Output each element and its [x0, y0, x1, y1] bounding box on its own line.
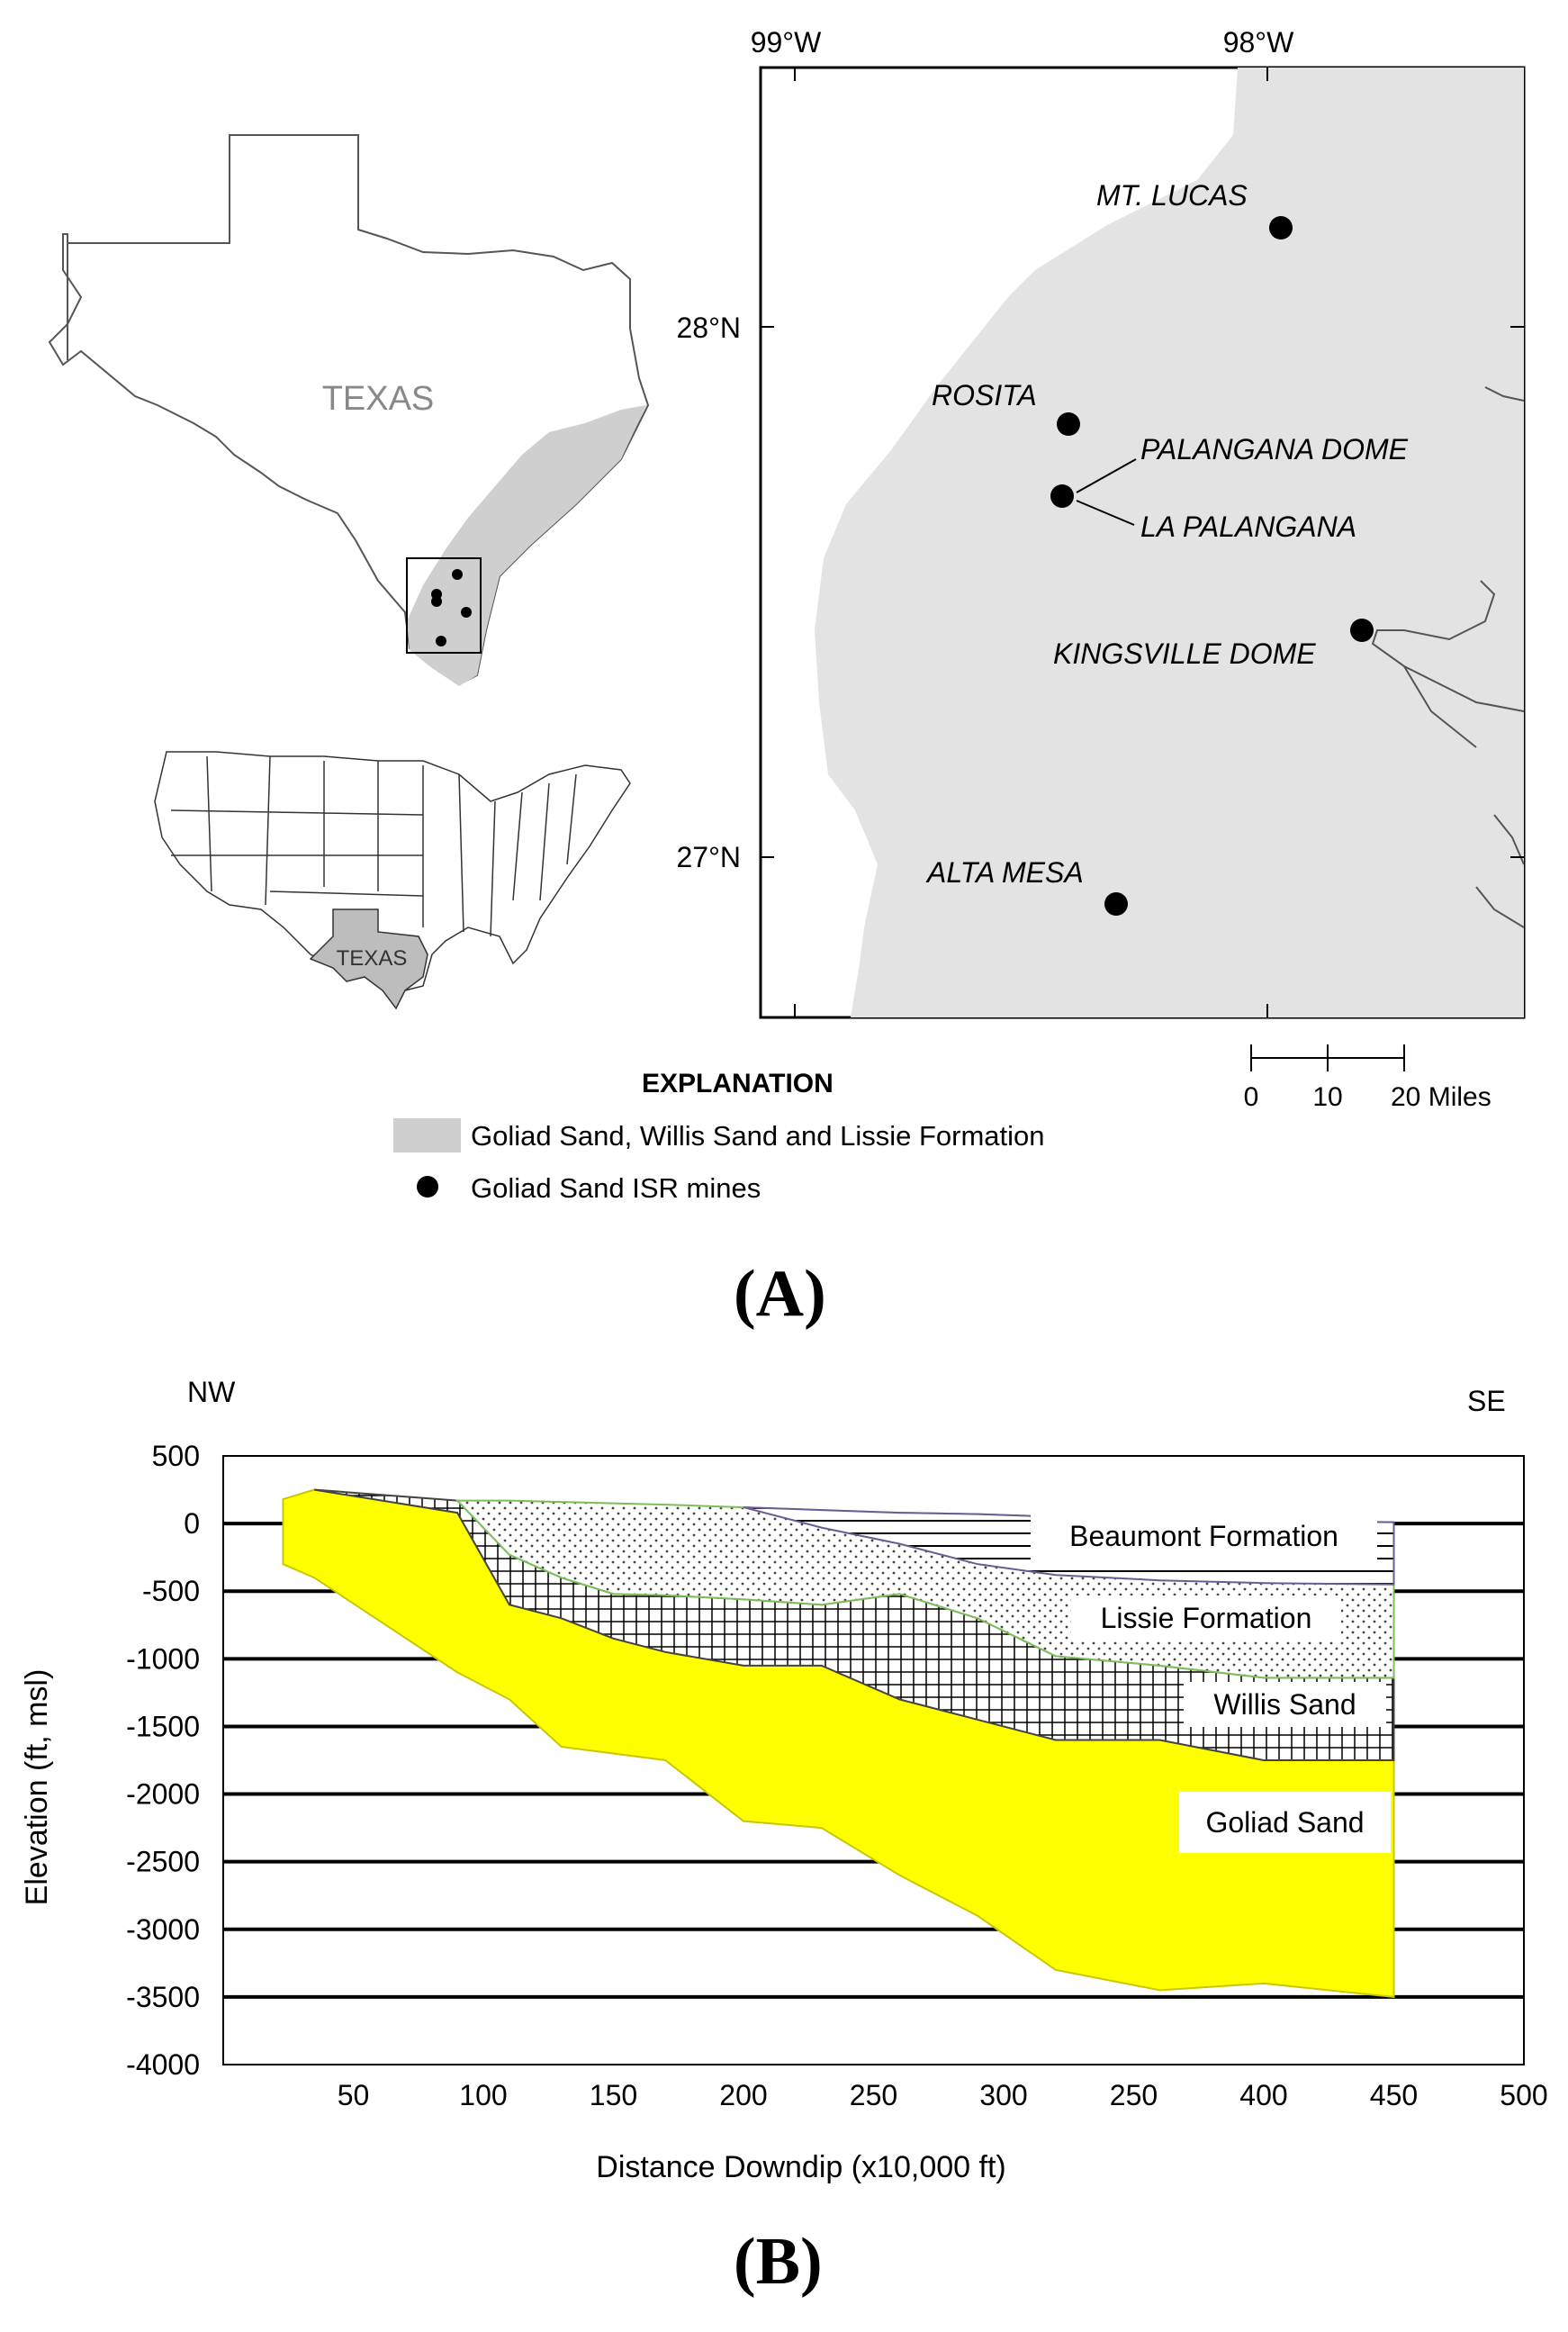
x-tick-label: 500: [1500, 2079, 1547, 2111]
study-area-box: [406, 557, 482, 654]
mine-marker: [1050, 484, 1074, 508]
x-tick-label: 300: [979, 2079, 1027, 2111]
y-tick-label: 500: [152, 1440, 200, 1472]
texas-label: TEXAS: [322, 380, 435, 418]
leader-line: [1076, 500, 1135, 526]
leader-line: [1076, 458, 1137, 493]
latitude-label: 28°N: [677, 312, 742, 344]
y-tick-label: -500: [142, 1575, 200, 1607]
x-tick-label: 250: [850, 2079, 897, 2111]
coastline: [1371, 386, 1524, 928]
beaumont-label: Beaumont Formation: [1031, 1513, 1377, 1559]
lissie-label: Lissie Formation: [1071, 1595, 1341, 1641]
panel-a-map: TEXAS TEXAS 99°W 98°W 28°N 27°N MT. LUCA…: [48, 26, 1526, 1204]
mine-label: ALTA MESA: [925, 856, 1084, 889]
willis-label: Willis Sand: [1184, 1682, 1386, 1727]
mine-label: LA PALANGANA: [1140, 511, 1356, 543]
longitude-label: 98°W: [1223, 26, 1294, 59]
mine-marker: [1269, 216, 1293, 240]
y-tick-label: -4000: [126, 2048, 200, 2081]
texas-mine-dot: [452, 569, 463, 580]
formation-swatch: [393, 1118, 461, 1152]
texas-mine-dot: [436, 636, 446, 646]
y-tick-label: -1000: [126, 1642, 200, 1675]
mine-label: KINGSVILLE DOME: [1053, 637, 1316, 670]
x-tick-label: 50: [338, 2079, 370, 2111]
x-axis-title: Distance Downdip (x10,000 ft): [596, 2150, 1005, 2184]
texas-mine-dot: [431, 596, 442, 607]
x-tick-label: 400: [1239, 2079, 1287, 2111]
x-tick-label: 450: [1370, 2079, 1418, 2111]
y-tick-label: 0: [184, 1507, 200, 1540]
panel-a-label: (A): [734, 1257, 826, 1331]
x-tick-label: 100: [459, 2079, 507, 2111]
y-tick-label: -2000: [126, 1778, 200, 1811]
panel-b-label: (B): [734, 2225, 823, 2299]
scale-bar: [1250, 1044, 1405, 1071]
x-tick-label: 250: [1110, 2079, 1158, 2111]
plot-frame: [222, 1455, 1525, 2065]
goliad-label: Goliad Sand: [1179, 1792, 1391, 1853]
mine-marker: [1350, 619, 1374, 642]
latitude-label: 27°N: [677, 841, 742, 873]
us-texas-label: TEXAS: [337, 946, 408, 971]
direction-nw: NW: [187, 1376, 236, 1408]
y-tick-label: -1500: [126, 1710, 200, 1742]
x-tick-label: 200: [719, 2079, 767, 2111]
y-tick-label: -2500: [126, 1846, 200, 1878]
y-axis-title: Elevation (ft, msl): [20, 1669, 54, 1906]
mine-label: ROSITA: [932, 379, 1037, 411]
direction-se: SE: [1467, 1385, 1506, 1417]
x-tick-label: 150: [590, 2079, 637, 2111]
mine-label: MT. LUCAS: [1096, 179, 1248, 212]
us-map: [154, 751, 631, 991]
mine-legend-label: Goliad Sand ISR mines: [471, 1172, 761, 1204]
mine-marker: [1104, 892, 1128, 916]
longitude-label: 99°W: [751, 26, 822, 59]
y-tick-label: -3000: [126, 1913, 200, 1946]
us-texas-shape: [309, 908, 428, 1010]
scale-label: 20 Miles: [1391, 1082, 1491, 1112]
scale-label: 10: [1312, 1082, 1342, 1112]
formation-legend-label: Goliad Sand, Willis Sand and Lissie Form…: [471, 1120, 1045, 1152]
explanation-title: EXPLANATION: [642, 1069, 834, 1098]
y-tick-label: -3500: [126, 1981, 200, 2013]
mine-label: PALANGANA DOME: [1140, 433, 1409, 465]
mine-legend-marker: [417, 1176, 438, 1198]
mine-marker: [1057, 412, 1080, 436]
scale-label: 0: [1244, 1082, 1259, 1112]
formation-area: [815, 68, 1524, 1017]
texas-mine-dot: [461, 607, 472, 618]
